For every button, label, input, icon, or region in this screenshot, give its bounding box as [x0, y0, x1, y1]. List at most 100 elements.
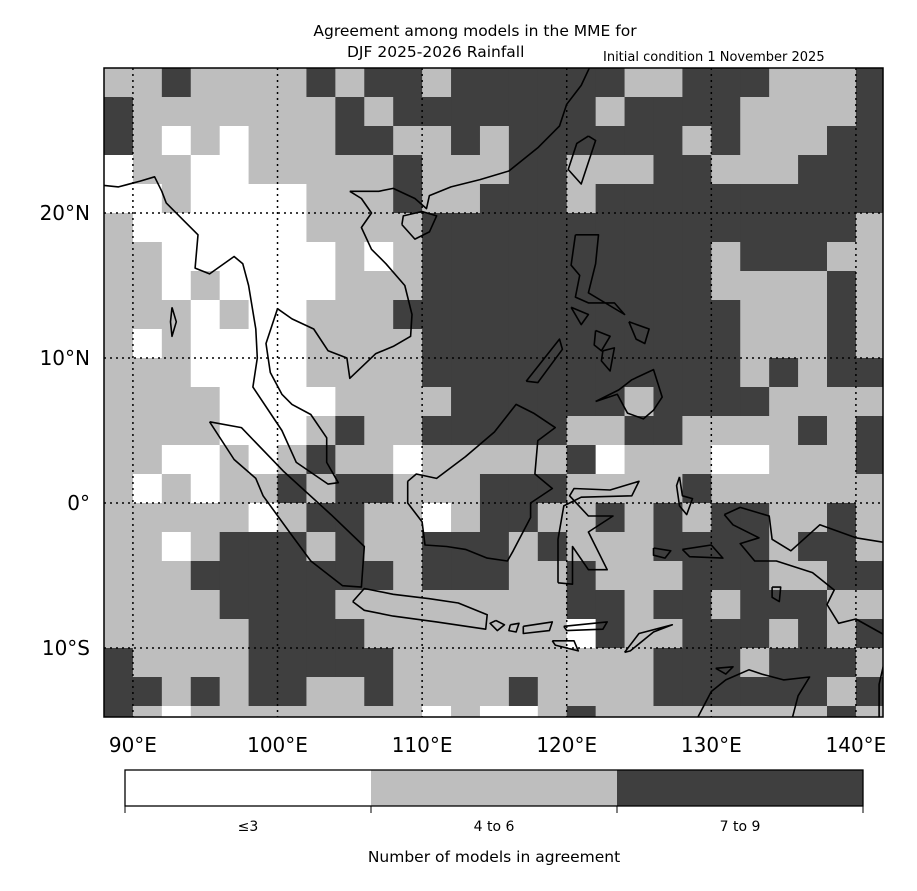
grid-cell	[653, 706, 683, 717]
grid-cell	[624, 706, 654, 717]
grid-cell	[711, 329, 741, 359]
coastline	[551, 640, 580, 652]
grid-cell	[248, 213, 279, 243]
grid-cell	[277, 387, 307, 417]
title-line1: Agreement among models in the MME for	[313, 22, 637, 40]
grid-cell	[827, 155, 857, 185]
grid-cell	[711, 271, 741, 301]
grid-cell	[451, 97, 481, 127]
grid-cell	[219, 561, 250, 591]
grid-cell	[190, 503, 221, 533]
coastline	[406, 403, 556, 562]
grid-cell	[364, 68, 394, 98]
grid-cell	[508, 706, 539, 717]
grid-cell	[190, 358, 221, 388]
grid-cell	[624, 474, 654, 504]
grid-cell	[277, 706, 307, 717]
lon-tick-label: 110°E	[392, 733, 453, 757]
grid-cell	[104, 619, 134, 649]
grid-cell	[335, 300, 365, 330]
grid-cell	[219, 358, 250, 388]
grid-cell	[740, 68, 770, 98]
grid-cell	[161, 561, 192, 591]
grid-cell	[335, 503, 365, 533]
coastline	[508, 622, 520, 633]
grid-cell	[827, 242, 857, 272]
grid-cell	[566, 242, 597, 272]
grid-cell	[595, 329, 626, 359]
grid-cell	[104, 68, 134, 98]
grid-cell	[624, 677, 654, 707]
grid-cell	[855, 561, 883, 591]
grid-cell	[566, 271, 597, 301]
grid-cell	[798, 213, 828, 243]
lat-tick-label: 20°N	[40, 201, 90, 225]
lon-tick-label: 130°E	[681, 733, 742, 757]
grid-cell	[393, 97, 423, 127]
grid-cell	[161, 532, 192, 562]
grid-cell	[711, 590, 741, 620]
grid-cell	[653, 155, 683, 185]
grid-cell	[335, 242, 365, 272]
grid-cell	[595, 213, 626, 243]
grid-cell	[422, 300, 452, 330]
grid-cell	[682, 445, 712, 475]
grid-cell	[740, 126, 770, 156]
grid-cell	[393, 68, 423, 98]
grid-cell	[711, 155, 741, 185]
grid-cell	[219, 503, 250, 533]
coastline	[675, 476, 694, 516]
grid-cell	[248, 271, 279, 301]
grid-cell	[190, 271, 221, 301]
grid-cell	[451, 416, 481, 446]
grid-cell	[393, 445, 423, 475]
grid-cell	[827, 358, 857, 388]
grid-cell	[219, 387, 250, 417]
grid-cell	[537, 590, 568, 620]
grid-cell	[422, 561, 452, 591]
grid-cell	[132, 329, 163, 359]
grid-cell	[161, 242, 192, 272]
grid-cell	[740, 532, 770, 562]
grid-cell	[364, 532, 394, 562]
grid-cell	[711, 213, 741, 243]
grid-cell	[624, 416, 654, 446]
grid-cell	[479, 271, 510, 301]
grid-cell	[595, 126, 626, 156]
grid-cell	[306, 561, 336, 591]
grid-cell	[161, 271, 192, 301]
grid-cell	[364, 648, 394, 678]
grid-cell	[393, 416, 423, 446]
grid-cell	[653, 561, 683, 591]
grid-cell	[769, 387, 799, 417]
grid-cell	[711, 358, 741, 388]
grid-cell	[740, 329, 770, 359]
grid-cell	[479, 677, 510, 707]
grid-cell	[132, 590, 163, 620]
grid-cell	[393, 648, 423, 678]
grid-cell	[566, 213, 597, 243]
grid-cell	[595, 416, 626, 446]
grid-cell	[161, 706, 192, 717]
grid-cell	[798, 706, 828, 717]
grid-cell	[393, 561, 423, 591]
grid-cell	[740, 503, 770, 533]
initial-condition-label: Initial condition 1 November 2025	[603, 50, 825, 65]
grid-cell	[451, 213, 481, 243]
grid-cell	[306, 590, 336, 620]
grid-cell	[798, 561, 828, 591]
grid-cell	[277, 68, 307, 98]
grid-cell	[855, 242, 883, 272]
grid-cell	[132, 445, 163, 475]
grid-cell	[479, 68, 510, 98]
grid-cell	[537, 184, 568, 214]
grid-cell	[682, 213, 712, 243]
grid-cell	[306, 619, 336, 649]
grid-cell	[364, 445, 394, 475]
grid-cell	[277, 648, 307, 678]
grid-cell	[566, 184, 597, 214]
grid-cell	[364, 503, 394, 533]
grid-cell	[451, 445, 481, 475]
grid-cell	[306, 503, 336, 533]
grid-cell	[682, 619, 712, 649]
